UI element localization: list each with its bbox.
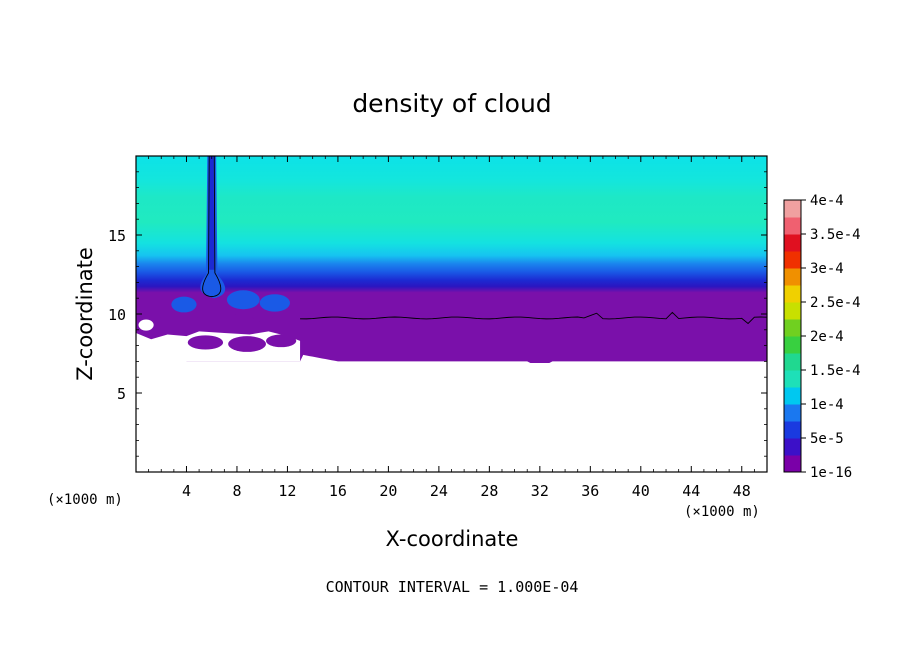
x-tick-label: 32 [531,482,549,500]
colorbar-segment [784,455,801,473]
x-tick-label: 4 [182,482,191,500]
colorbar-segment [784,217,801,235]
x-tick-label: 16 [329,482,347,500]
colorbar-segment [784,302,801,320]
plume-core [209,156,215,270]
cloud-blob [171,296,197,313]
x-axis: 4 8 12 16 20 24 28 32 36 40 44 48 [148,156,755,500]
colorbar-segment [784,353,801,371]
colorbar-segment [784,268,801,286]
colorbar-segment [784,200,801,218]
colorbar-segment [784,387,801,405]
y-tick-label: 15 [108,227,126,245]
colorbar-label: 5e-5 [810,431,844,447]
y-unit-label: (×1000 m) [47,492,123,508]
x-unit-label: (×1000 m) [684,504,760,520]
colorbar-segment [784,370,801,388]
x-tick-label: 44 [682,482,700,500]
cloud-layer [136,156,767,363]
contour-interval-note: CONTOUR INTERVAL = 1.000E-04 [326,578,579,596]
colorbar: 1e-16 5e-5 1e-4 1.5e-4 2e-4 2.5e-4 3e-4 3.5e-4 4… [783,193,861,481]
x-tick-label: 40 [632,482,650,500]
colorbar-label: 4e-4 [810,193,844,209]
colorbar-label: 1e-16 [810,465,852,481]
colorbar-segment [784,336,801,354]
y-axis-label: Z-coordinate [73,247,97,381]
y-tick-label: 5 [117,385,126,403]
cloud-blob [265,334,297,348]
x-tick-label: 12 [278,482,296,500]
colorbar-segment [784,421,801,439]
plot-area [136,156,767,472]
colorbar-segment [784,404,801,422]
colorbar-segment [784,319,801,337]
x-tick-label: 20 [379,482,397,500]
x-axis-label: X-coordinate [386,527,519,551]
clear-air-pocket [138,319,154,331]
x-tick-label: 8 [232,482,241,500]
colorbar-segment [784,234,801,252]
chart-title: density of cloud [352,89,551,118]
colorbar-label: 3e-4 [810,261,844,277]
cloud-blob [226,290,260,310]
colorbar-segment [784,285,801,303]
cloud-blob [187,335,224,350]
contour-line [300,311,767,325]
colorbar-label: 1.5e-4 [810,363,861,379]
colorbar-label: 1e-4 [810,397,844,413]
x-tick-label: 36 [581,482,599,500]
x-tick-label: 28 [480,482,498,500]
colorbar-segment [784,251,801,269]
colorbar-label: 2.5e-4 [810,295,861,311]
colorbar-label: 2e-4 [810,329,844,345]
cloud-blob [259,294,290,312]
colorbar-segment [784,438,801,456]
cloud-blob [228,336,266,352]
contour-line [202,156,222,298]
y-tick-label: 10 [108,306,126,324]
x-tick-label: 24 [430,482,448,500]
cloud-field [136,156,767,363]
y-axis: 5 10 15 [108,171,767,457]
colorbar-label: 3.5e-4 [810,227,861,243]
x-tick-label: 48 [733,482,751,500]
